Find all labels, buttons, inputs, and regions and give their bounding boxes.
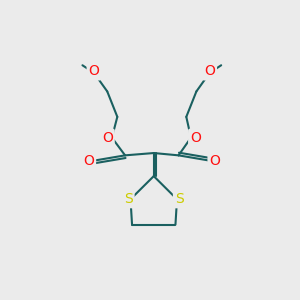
- Text: S: S: [175, 192, 184, 206]
- Text: S: S: [124, 192, 133, 206]
- Text: O: O: [83, 154, 94, 168]
- Text: O: O: [209, 154, 220, 168]
- Text: O: O: [204, 64, 215, 78]
- Text: O: O: [102, 130, 113, 145]
- Text: O: O: [190, 130, 201, 145]
- Text: O: O: [88, 64, 100, 78]
